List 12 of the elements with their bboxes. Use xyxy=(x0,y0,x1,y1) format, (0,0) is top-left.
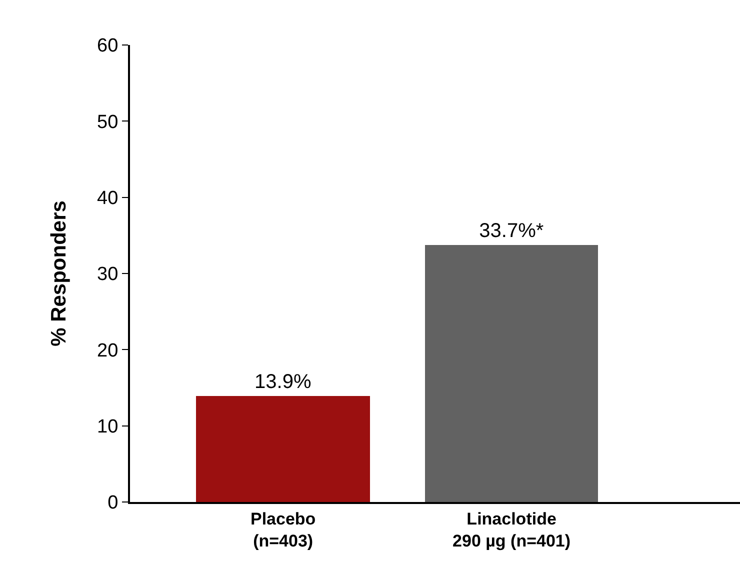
y-tick-label: 40 xyxy=(97,188,118,209)
x-tick-label: Linaclotide 290 µg (n=401) xyxy=(452,509,571,550)
y-tick-label: 20 xyxy=(97,340,118,362)
y-tick-label: 10 xyxy=(97,416,118,438)
x-tick-label: Placebo (n=403) xyxy=(250,509,316,550)
y-tick-label: 50 xyxy=(97,112,118,133)
data-label: 33.7%* xyxy=(479,220,544,242)
y-tick-label: 0 xyxy=(108,492,118,514)
y-tick-label: 30 xyxy=(97,264,118,286)
y-axis-title: % Responders xyxy=(48,200,71,346)
data-label: 13.9% xyxy=(254,371,312,393)
y-tick-label: 60 xyxy=(97,36,118,57)
